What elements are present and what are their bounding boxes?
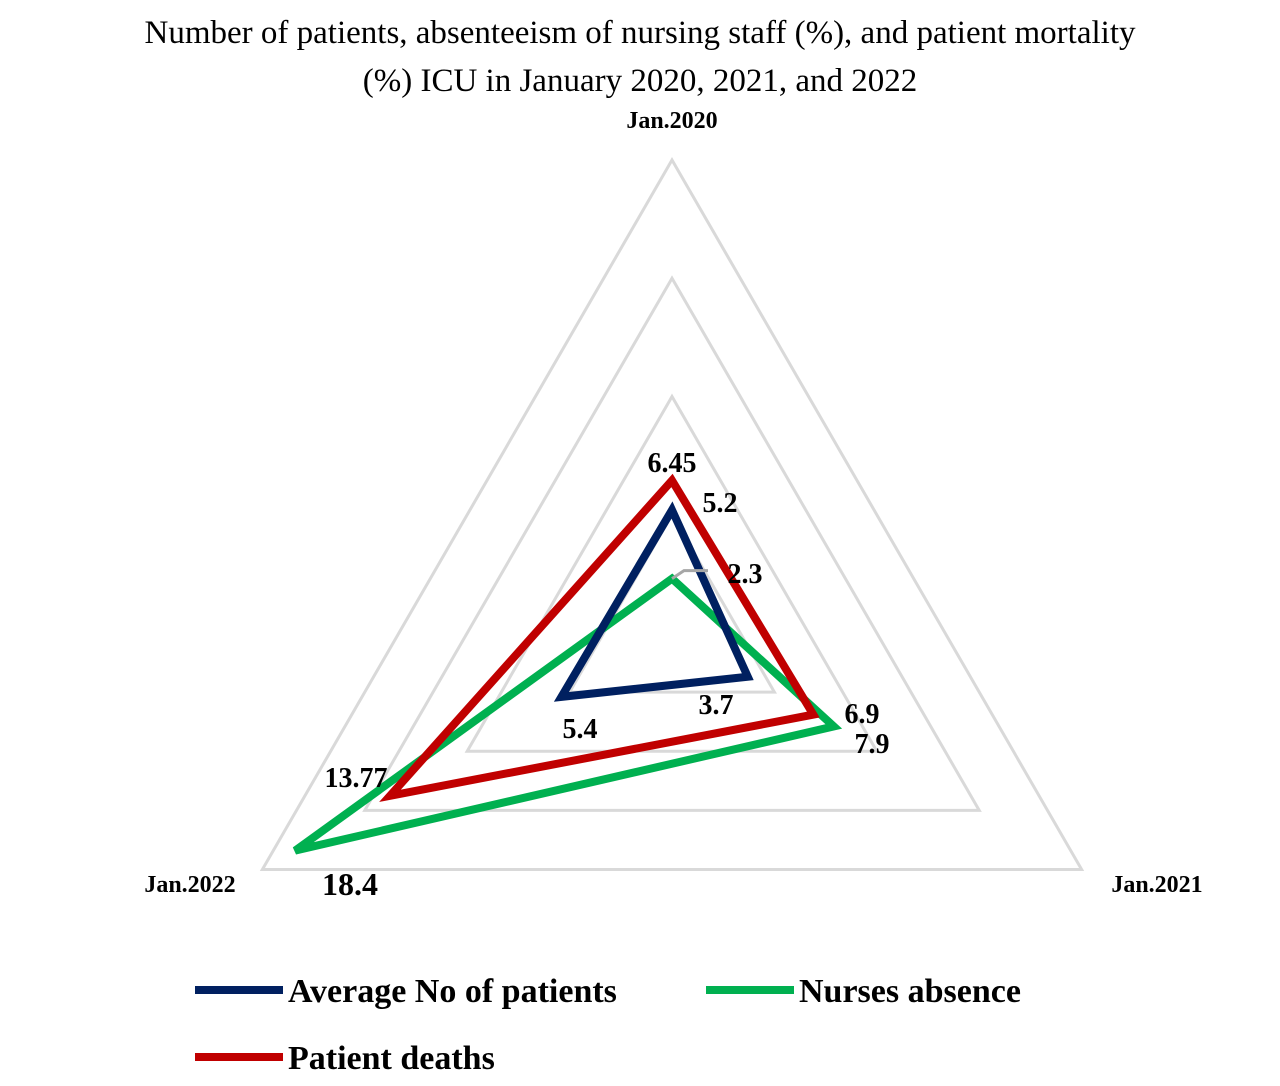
series-line bbox=[553, 501, 754, 702]
data-label: 18.4 bbox=[322, 866, 378, 902]
series-line bbox=[292, 573, 843, 855]
legend-label: Average No of patients bbox=[288, 973, 617, 1010]
data-label: 13.77 bbox=[325, 763, 388, 794]
grid-ring bbox=[464, 393, 880, 753]
legend-label: Patient deaths bbox=[288, 1040, 495, 1077]
chart-title-line-1: Number of patients, absenteeism of nursi… bbox=[145, 15, 1136, 51]
data-label: 5.2 bbox=[703, 488, 738, 519]
data-label: 3.7 bbox=[699, 690, 734, 721]
grid-ring bbox=[259, 156, 1085, 871]
data-label: 2.3 bbox=[728, 559, 763, 590]
grid-ring bbox=[362, 275, 982, 812]
axis-label: Jan.2022 bbox=[144, 872, 235, 898]
data-label: 7.9 bbox=[855, 729, 890, 760]
axis-label: Jan.2021 bbox=[1111, 872, 1202, 898]
data-label: 6.9 bbox=[845, 699, 880, 730]
axis-label: Jan.2020 bbox=[626, 108, 717, 134]
data-label: 6.45 bbox=[648, 448, 697, 479]
leader-line bbox=[671, 569, 708, 580]
legend-label: Nurses absence bbox=[799, 973, 1021, 1010]
chart-title-line-2: (%) ICU in January 2020, 2021, and 2022 bbox=[363, 63, 918, 99]
series-line bbox=[379, 473, 820, 802]
data-label: 5.4 bbox=[563, 714, 598, 745]
